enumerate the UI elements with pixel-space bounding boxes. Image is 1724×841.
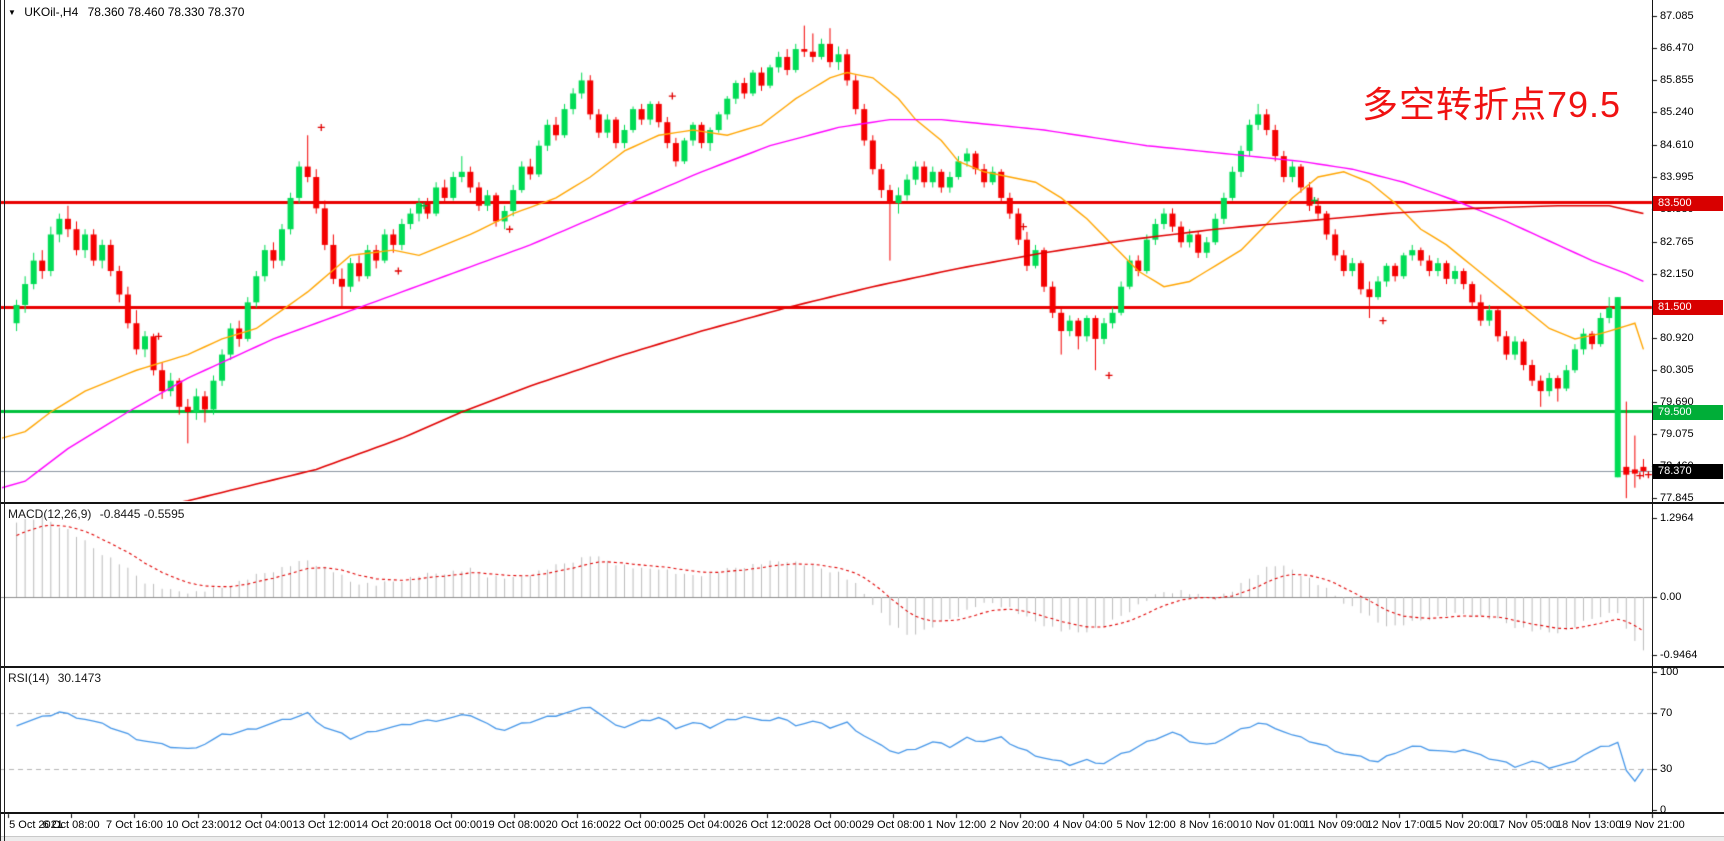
time-axis-label: 12 Oct 04:00 [229,819,293,831]
time-axis-label: 8 Nov 16:00 [1179,819,1240,831]
y-axis-label: 87.085 [1660,9,1694,22]
symbol-label: UKOil-,H4 [24,5,79,19]
rsi-axis-label: 0 [1660,804,1667,816]
y-axis-label: 82.765 [1660,235,1694,248]
time-axis-label: 12 Nov 17:00 [1366,819,1432,831]
y-axis-label: 84.610 [1660,139,1694,152]
pane-separator-main-macd[interactable] [0,502,1724,504]
ohlc-quote: 78.360 78.460 78.330 78.370 [87,5,245,19]
pane-separator-macd-rsi[interactable] [0,666,1724,668]
macd-axis-label: 0.00 [1660,591,1682,603]
time-axis-label: 5 Nov 12:00 [1116,819,1176,831]
rsi-value: 30.1473 [57,671,102,685]
rsi-axis-label: 30 [1660,762,1673,775]
macd-label: MACD(12,26,9) -0.8445 -0.5595 [8,507,184,521]
y-axis-label: 86.470 [1660,42,1694,55]
price-badge: 79.500 [1653,404,1723,420]
bottom-strip [0,836,1724,841]
y-axis-label: 83.995 [1660,171,1694,184]
time-axis-label: 20 Oct 16:00 [545,819,609,831]
price-badge: 78.370 [1653,463,1723,479]
time-axis-label: 22 Oct 00:00 [608,819,672,831]
time-axis-label: 28 Oct 00:00 [798,819,862,831]
y-axis-label: 80.305 [1660,363,1694,376]
rsi-axis-label: 70 [1660,707,1673,720]
window-left-edge [0,0,1,841]
axis-border-line [1652,0,1653,814]
time-axis-label: 17 Nov 05:00 [1492,819,1559,831]
time-axis-label: 19 Nov 21:00 [1619,819,1685,831]
chevron-down-icon[interactable]: ▼ [8,8,16,17]
time-axis-label: 19 Oct 08:00 [482,819,546,831]
time-axis-label: 4 Nov 04:00 [1053,819,1113,831]
annotation-text: 多空转折点79.5 [1362,84,1622,125]
time-axis-label: 29 Oct 08:00 [861,819,925,831]
pane-separator-rsi-bottom [0,812,1724,814]
time-axis-label: 14 Oct 20:00 [355,819,419,831]
time-axis-label: 15 Nov 20:00 [1429,819,1496,831]
price-badge: 83.500 [1653,195,1723,211]
window-left-edge-inner [4,0,5,841]
time-axis-label: 10 Oct 23:00 [166,819,230,831]
time-axis-label: 10 Nov 01:00 [1239,819,1306,831]
macd-axis-label: 1.2964 [1660,511,1694,524]
y-axis-label: 77.845 [1660,492,1694,505]
rsi-name: RSI(14) [8,671,50,685]
rsi-label: RSI(14) 30.1473 [8,671,101,685]
time-axis-label: 7 Oct 16:00 [106,819,163,831]
time-axis-label: 26 Oct 12:00 [735,819,799,831]
time-axis-label: 18 Oct 00:00 [419,819,483,831]
time-axis-label: 11 Nov 09:00 [1303,819,1369,831]
time-axis-label: 1 Nov 12:00 [926,819,987,831]
time-axis-label: 5 Oct 2021 [9,819,63,831]
rsi-axis-label: 100 [1660,666,1679,678]
y-axis-label: 85.240 [1660,106,1694,119]
time-axis-label: 18 Nov 13:00 [1556,819,1622,831]
time-axis-label: 13 Oct 12:00 [292,819,356,831]
symbol-title: ▼ UKOil-,H4 78.360 78.460 78.330 78.370 [8,5,244,19]
macd-values: -0.8445 -0.5595 [99,507,185,521]
price-badge: 81.500 [1653,300,1723,316]
y-axis-label: 85.855 [1660,74,1694,87]
time-axis-label: 25 Oct 04:00 [672,819,736,831]
macd-axis-label: -0.9464 [1660,648,1698,661]
y-axis-label: 79.075 [1660,428,1694,441]
y-axis-label: 80.920 [1660,331,1694,344]
time-axis-label: 2 Nov 20:00 [990,819,1050,831]
y-axis-label: 82.150 [1660,267,1694,280]
time-axis-label: 6 Oct 08:00 [42,819,100,831]
macd-name: MACD(12,26,9) [8,507,92,521]
